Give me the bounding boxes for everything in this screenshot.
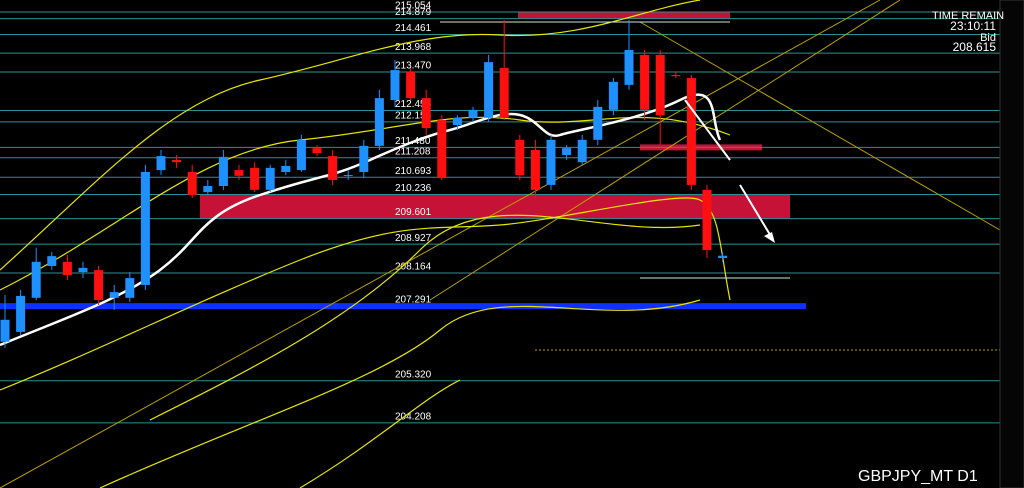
level-label: 209.601 — [395, 207, 432, 218]
candle-body — [250, 167, 260, 190]
band-lower — [149, 214, 701, 421]
candle-body — [686, 78, 696, 185]
trend-line — [429, 0, 901, 301]
bid-label: Bid — [980, 32, 996, 44]
candle-body — [624, 50, 634, 85]
candle-body — [16, 295, 26, 332]
arrow-head — [764, 232, 775, 243]
candle-body — [218, 156, 228, 187]
candle-body — [406, 71, 416, 99]
candle-body — [343, 175, 353, 177]
arrows — [684, 99, 775, 243]
candle-body — [172, 159, 182, 163]
candle-body — [296, 139, 306, 171]
level-label: 207.291 — [395, 295, 432, 306]
candle-body — [608, 81, 618, 110]
resistance-zone — [518, 11, 730, 19]
candle-body — [390, 70, 400, 101]
level-label: 208.927 — [395, 233, 432, 244]
candle-body — [109, 292, 119, 298]
candle-body — [452, 117, 462, 126]
band-lower-outer — [299, 379, 461, 488]
candle-body — [671, 75, 681, 77]
supply-zone — [200, 194, 790, 219]
price-axis — [999, 0, 1024, 488]
trend-line — [639, 21, 1001, 231]
candle-body — [515, 139, 525, 176]
candle-body — [265, 167, 275, 190]
level-label: 214.461 — [395, 23, 432, 34]
candle-body — [94, 270, 104, 301]
chart-title: GBPJPY_MT D1 — [858, 468, 978, 485]
candle-body — [187, 172, 197, 196]
candle-body — [640, 54, 650, 110]
candle-body — [78, 267, 88, 273]
band-upper — [0, 0, 701, 271]
level-label: 214.879 — [395, 7, 432, 18]
time-remain-label: TIME REMAIN — [932, 10, 1004, 22]
candle-body — [62, 261, 72, 276]
candle-body — [140, 172, 150, 285]
level-label: 212.153 — [395, 111, 432, 122]
candle-body — [593, 106, 603, 140]
candle-body — [31, 261, 41, 298]
candle-body — [328, 156, 338, 180]
level-label: 208.164 — [395, 262, 432, 273]
level-label: 212.455 — [395, 99, 432, 110]
band-lower-outer — [99, 299, 701, 488]
indicators — [0, 0, 1001, 488]
candles-layer — [0, 20, 728, 348]
candle-body — [203, 186, 213, 193]
candle-body — [530, 150, 540, 190]
candle-body — [359, 145, 369, 173]
candle-body — [562, 148, 572, 155]
candle-body — [546, 139, 556, 185]
candle-body — [702, 189, 712, 251]
level-label: 213.968 — [395, 42, 432, 53]
candle-body — [421, 98, 431, 129]
level-label: 211.208 — [395, 146, 431, 157]
candle-body — [312, 148, 322, 154]
candle-body — [125, 278, 135, 298]
candle-body — [577, 139, 587, 163]
level-label: 215.054 — [395, 1, 432, 12]
candle-body — [47, 256, 57, 266]
candle-body — [374, 98, 384, 146]
trend-line — [0, 0, 881, 488]
level-label: 213.470 — [395, 61, 432, 72]
level-label: 210.236 — [395, 183, 432, 194]
arrow — [684, 99, 731, 161]
candle-body — [281, 165, 291, 173]
time-remain: 23:10:11 — [950, 19, 996, 33]
candle-body — [156, 156, 166, 171]
level-label: 205.320 — [395, 369, 432, 380]
bid: 208.615 — [953, 40, 997, 54]
candle-body — [0, 319, 10, 342]
candle-body — [234, 170, 244, 176]
level-label: 204.208 — [395, 412, 432, 423]
arrow — [739, 184, 773, 239]
candle-body — [499, 67, 509, 118]
level-label: 210.693 — [395, 166, 432, 177]
candle-body — [484, 62, 494, 118]
candle-body — [655, 54, 665, 116]
candle-body — [437, 120, 447, 179]
candle-body — [468, 109, 478, 118]
candle-body — [718, 255, 728, 259]
